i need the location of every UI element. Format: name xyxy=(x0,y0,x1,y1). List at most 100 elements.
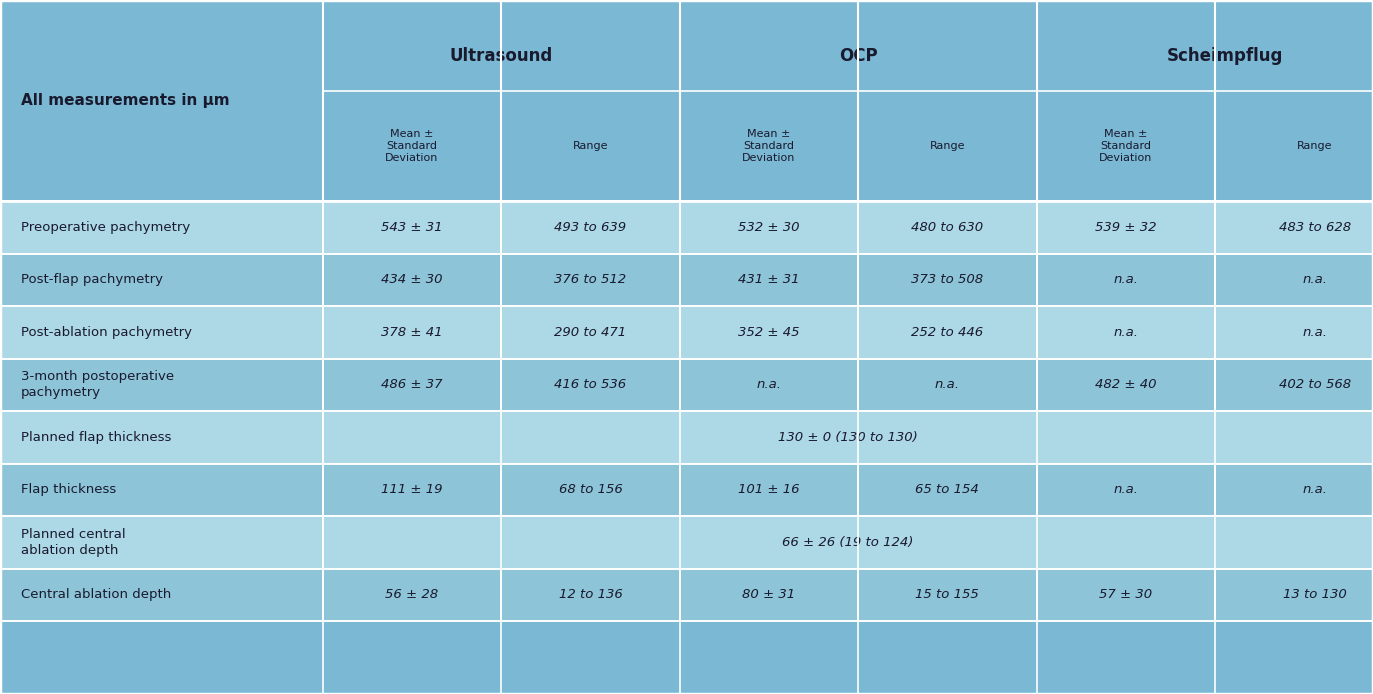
Text: Mean ±
Standard
Deviation: Mean ± Standard Deviation xyxy=(743,129,795,163)
Text: Planned central
ablation depth: Planned central ablation depth xyxy=(21,528,125,557)
Bar xyxy=(858,464,1037,516)
Text: n.a.: n.a. xyxy=(1114,484,1138,496)
Bar xyxy=(501,464,680,516)
Bar xyxy=(1215,568,1373,621)
Text: 416 to 536: 416 to 536 xyxy=(555,378,626,391)
Text: 68 to 156: 68 to 156 xyxy=(559,484,622,496)
Bar xyxy=(323,306,501,359)
Text: 57 ± 30: 57 ± 30 xyxy=(1100,589,1152,602)
Text: n.a.: n.a. xyxy=(1114,273,1138,287)
Text: Range: Range xyxy=(930,141,965,151)
Bar xyxy=(1037,359,1215,412)
Text: Planned flap thickness: Planned flap thickness xyxy=(21,431,172,444)
Bar xyxy=(1215,359,1373,412)
Text: 352 ± 45: 352 ± 45 xyxy=(739,326,799,339)
Text: Mean ±
Standard
Deviation: Mean ± Standard Deviation xyxy=(386,129,438,163)
Text: n.a.: n.a. xyxy=(935,378,960,391)
Bar xyxy=(0,306,323,359)
Bar xyxy=(680,359,858,412)
Bar xyxy=(1037,0,1373,201)
Text: 56 ± 28: 56 ± 28 xyxy=(386,589,438,602)
Bar xyxy=(323,0,680,201)
Bar xyxy=(858,201,1037,254)
Bar xyxy=(680,0,1037,201)
Bar xyxy=(323,516,1373,568)
Text: All measurements in µm: All measurements in µm xyxy=(21,93,229,108)
Bar xyxy=(1037,464,1215,516)
Bar xyxy=(501,254,680,306)
Text: Range: Range xyxy=(573,141,608,151)
Text: 101 ± 16: 101 ± 16 xyxy=(739,484,799,496)
Bar xyxy=(858,359,1037,412)
Bar xyxy=(323,359,501,412)
Text: 290 to 471: 290 to 471 xyxy=(555,326,626,339)
Text: 402 to 568: 402 to 568 xyxy=(1278,378,1351,391)
Bar xyxy=(0,516,323,568)
Text: 130 ± 0 (130 to 130): 130 ± 0 (130 to 130) xyxy=(778,431,917,444)
Text: n.a.: n.a. xyxy=(1114,326,1138,339)
Text: 3-month postoperative
pachymetry: 3-month postoperative pachymetry xyxy=(21,371,174,400)
Text: Preoperative pachymetry: Preoperative pachymetry xyxy=(21,221,189,234)
Text: 252 to 446: 252 to 446 xyxy=(912,326,983,339)
Text: 378 ± 41: 378 ± 41 xyxy=(382,326,442,339)
Bar xyxy=(680,254,858,306)
Bar xyxy=(680,201,858,254)
Text: Scheimpflug: Scheimpflug xyxy=(1167,47,1284,65)
Text: OCP: OCP xyxy=(839,47,877,65)
Text: 543 ± 31: 543 ± 31 xyxy=(382,221,442,234)
Bar xyxy=(1037,201,1215,254)
Text: 493 to 639: 493 to 639 xyxy=(555,221,626,234)
Bar xyxy=(323,201,501,254)
Bar xyxy=(0,359,323,412)
Text: 65 to 154: 65 to 154 xyxy=(916,484,979,496)
Text: Central ablation depth: Central ablation depth xyxy=(21,589,170,602)
Bar xyxy=(1037,568,1215,621)
Bar xyxy=(680,568,858,621)
Text: 434 ± 30: 434 ± 30 xyxy=(382,273,442,287)
Text: 486 ± 37: 486 ± 37 xyxy=(382,378,442,391)
Bar xyxy=(680,306,858,359)
Bar xyxy=(858,306,1037,359)
Bar xyxy=(1215,201,1373,254)
Bar xyxy=(323,464,501,516)
Text: 15 to 155: 15 to 155 xyxy=(916,589,979,602)
Bar xyxy=(0,568,323,621)
Bar xyxy=(501,359,680,412)
Text: 111 ± 19: 111 ± 19 xyxy=(382,484,442,496)
Bar xyxy=(0,0,323,201)
Text: 12 to 136: 12 to 136 xyxy=(559,589,622,602)
Text: 539 ± 32: 539 ± 32 xyxy=(1096,221,1156,234)
Bar xyxy=(323,254,501,306)
Bar xyxy=(1215,306,1373,359)
Text: 480 to 630: 480 to 630 xyxy=(912,221,983,234)
Bar xyxy=(1037,254,1215,306)
Text: 13 to 130: 13 to 130 xyxy=(1282,589,1347,602)
Bar xyxy=(858,568,1037,621)
Bar xyxy=(1037,306,1215,359)
Text: Ultrasound: Ultrasound xyxy=(449,47,553,65)
Bar xyxy=(323,412,1373,464)
Text: Post-ablation pachymetry: Post-ablation pachymetry xyxy=(21,326,192,339)
Text: n.a.: n.a. xyxy=(1302,326,1328,339)
Text: Mean ±
Standard
Deviation: Mean ± Standard Deviation xyxy=(1100,129,1152,163)
Bar xyxy=(501,568,680,621)
Bar xyxy=(680,464,858,516)
Bar xyxy=(1215,254,1373,306)
Text: 80 ± 31: 80 ± 31 xyxy=(743,589,795,602)
Text: n.a.: n.a. xyxy=(1302,484,1328,496)
Text: 373 to 508: 373 to 508 xyxy=(912,273,983,287)
Text: n.a.: n.a. xyxy=(1302,273,1328,287)
Bar xyxy=(0,412,323,464)
Text: n.a.: n.a. xyxy=(757,378,781,391)
Text: Post-flap pachymetry: Post-flap pachymetry xyxy=(21,273,162,287)
Text: 482 ± 40: 482 ± 40 xyxy=(1096,378,1156,391)
Bar xyxy=(1215,464,1373,516)
Text: 483 to 628: 483 to 628 xyxy=(1278,221,1351,234)
Bar xyxy=(0,201,323,254)
Bar xyxy=(323,568,501,621)
Bar xyxy=(858,254,1037,306)
Text: Flap thickness: Flap thickness xyxy=(21,484,115,496)
Bar xyxy=(501,201,680,254)
Text: Range: Range xyxy=(1297,141,1332,151)
Text: 66 ± 26 (19 to 124): 66 ± 26 (19 to 124) xyxy=(783,536,913,549)
